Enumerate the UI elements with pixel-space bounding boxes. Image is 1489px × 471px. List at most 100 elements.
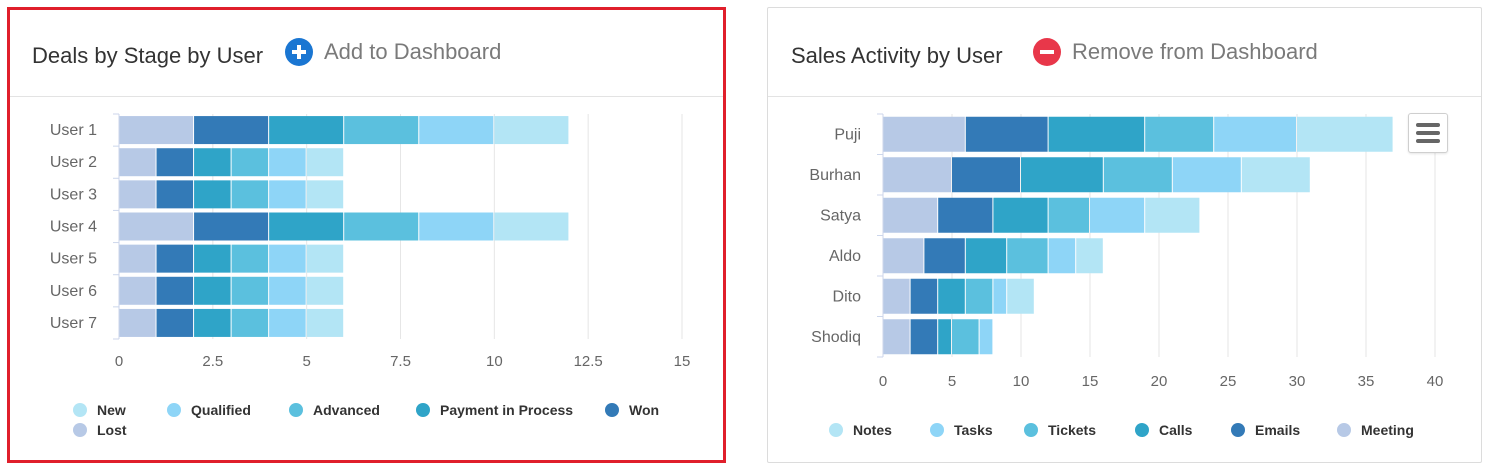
bar-segment[interactable]: [1048, 238, 1076, 274]
bar-segment[interactable]: [938, 197, 993, 233]
legend-label: New: [97, 402, 126, 418]
bar-segment[interactable]: [306, 308, 344, 337]
bar-segment[interactable]: [231, 244, 269, 273]
category-label: User 3: [50, 186, 97, 203]
bar-segment[interactable]: [883, 238, 924, 274]
bar-segment[interactable]: [910, 319, 938, 355]
bar-segment[interactable]: [119, 244, 156, 273]
bar-segment[interactable]: [1048, 197, 1089, 233]
x-tick-label: 10: [1013, 373, 1030, 390]
bar-segment[interactable]: [993, 197, 1048, 233]
bar-segment[interactable]: [1103, 157, 1172, 193]
bar-segment[interactable]: [231, 276, 269, 305]
bar-segment[interactable]: [1145, 116, 1214, 152]
legend-item[interactable]: Qualified: [167, 402, 251, 418]
legend-item[interactable]: Notes: [829, 422, 892, 438]
bar-segment[interactable]: [306, 148, 344, 177]
bar-segment[interactable]: [965, 116, 1048, 152]
bar-segment[interactable]: [938, 278, 965, 314]
bar-segment[interactable]: [269, 116, 344, 145]
bar-segment[interactable]: [194, 148, 231, 177]
bar-segment[interactable]: [231, 148, 269, 177]
legend-item[interactable]: Emails: [1231, 422, 1300, 438]
bar-segment[interactable]: [231, 180, 269, 209]
hamburger-menu-icon[interactable]: [1408, 113, 1448, 153]
bar-segment[interactable]: [419, 212, 494, 241]
x-tick-label: 35: [1358, 373, 1375, 390]
bar-segment[interactable]: [1172, 157, 1241, 193]
bar-segment[interactable]: [1090, 197, 1145, 233]
legend-item[interactable]: Advanced: [289, 402, 380, 418]
bar-segment[interactable]: [194, 180, 231, 209]
bar-segment[interactable]: [231, 308, 269, 337]
bar-segment[interactable]: [910, 278, 938, 314]
bar-segment[interactable]: [419, 116, 494, 145]
bar-segment[interactable]: [494, 116, 569, 145]
bar-segment[interactable]: [1214, 116, 1296, 152]
bar-segment[interactable]: [494, 212, 569, 241]
bar-segment[interactable]: [269, 148, 306, 177]
legend-item[interactable]: Payment in Process: [416, 402, 573, 418]
bar-segment[interactable]: [965, 238, 1007, 274]
legend-item[interactable]: Lost: [73, 422, 127, 438]
legend-item[interactable]: Won: [605, 402, 659, 418]
bar-segment[interactable]: [194, 116, 269, 145]
remove-from-dashboard-button[interactable]: Remove from Dashboard: [1033, 38, 1318, 66]
bar-segment[interactable]: [1007, 278, 1034, 314]
bar-segment[interactable]: [194, 244, 231, 273]
bar-segment[interactable]: [883, 157, 951, 193]
bar-segment[interactable]: [1145, 197, 1200, 233]
panel-header: Sales Activity by User Remove from Dashb…: [768, 8, 1481, 97]
bar-segment[interactable]: [119, 148, 156, 177]
bar-segment[interactable]: [156, 244, 194, 273]
bar-segment[interactable]: [269, 308, 306, 337]
bar-segment[interactable]: [119, 276, 156, 305]
bar-segment[interactable]: [924, 238, 965, 274]
legend-label: Lost: [97, 422, 127, 438]
legend-label: Emails: [1255, 422, 1300, 438]
bar-segment[interactable]: [269, 244, 306, 273]
bar-segment[interactable]: [119, 212, 194, 241]
bar-segment[interactable]: [119, 308, 156, 337]
bar-segment[interactable]: [1297, 116, 1393, 152]
bar-segment[interactable]: [1076, 238, 1103, 274]
bar-segment[interactable]: [344, 116, 419, 145]
bar-segment[interactable]: [269, 180, 306, 209]
bar-segment[interactable]: [156, 180, 194, 209]
bar-segment[interactable]: [119, 116, 194, 145]
bar-segment[interactable]: [993, 278, 1007, 314]
bar-segment[interactable]: [156, 148, 194, 177]
bar-segment[interactable]: [979, 319, 993, 355]
bar-segment[interactable]: [952, 157, 1020, 193]
bar-segment[interactable]: [965, 278, 993, 314]
bar-segment[interactable]: [194, 308, 231, 337]
bar-segment[interactable]: [1048, 116, 1145, 152]
add-to-dashboard-button[interactable]: Add to Dashboard: [285, 38, 501, 66]
bar-segment[interactable]: [883, 116, 965, 152]
bar-segment[interactable]: [1241, 157, 1310, 193]
legend-item[interactable]: New: [73, 402, 126, 418]
bar-segment[interactable]: [883, 197, 938, 233]
bar-segment[interactable]: [938, 319, 951, 355]
bar-segment[interactable]: [1007, 238, 1048, 274]
legend-item[interactable]: Tickets: [1024, 422, 1096, 438]
bar-segment[interactable]: [156, 308, 194, 337]
bar-segment[interactable]: [194, 212, 269, 241]
bar-segment[interactable]: [883, 278, 910, 314]
legend-item[interactable]: Meeting: [1337, 422, 1414, 438]
bar-segment[interactable]: [119, 180, 156, 209]
legend-item[interactable]: Calls: [1135, 422, 1193, 438]
legend-item[interactable]: Tasks: [930, 422, 993, 438]
bar-segment[interactable]: [306, 180, 344, 209]
bar-segment[interactable]: [344, 212, 419, 241]
bar-segment[interactable]: [269, 212, 344, 241]
bar-segment[interactable]: [306, 276, 344, 305]
bar-segment[interactable]: [306, 244, 344, 273]
bar-segment[interactable]: [156, 276, 194, 305]
bar-segment[interactable]: [194, 276, 231, 305]
legend-label: Won: [629, 402, 659, 418]
bar-segment[interactable]: [1021, 157, 1103, 193]
bar-segment[interactable]: [952, 319, 979, 355]
bar-segment[interactable]: [269, 276, 306, 305]
bar-segment[interactable]: [883, 319, 910, 355]
